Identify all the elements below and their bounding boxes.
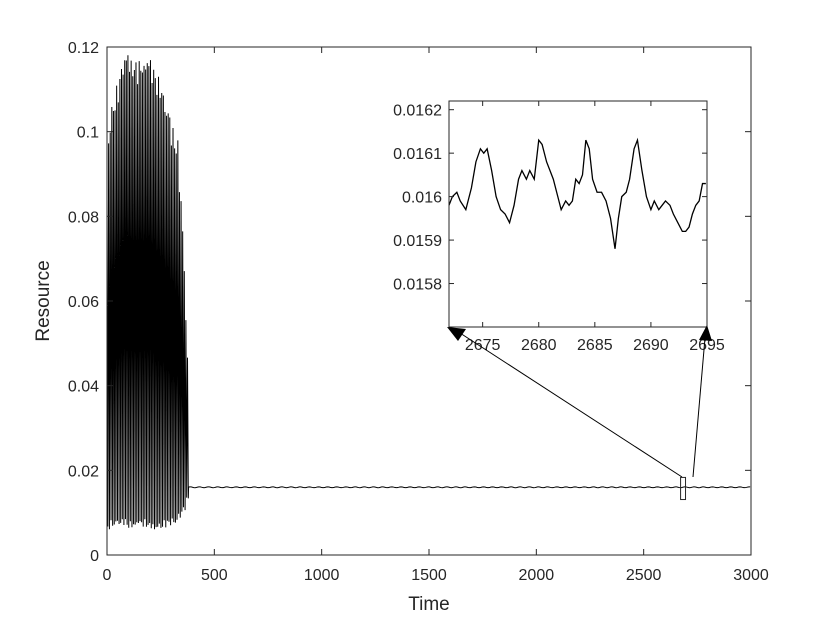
inset-y-tick-label: 0.0161 (393, 146, 442, 163)
x-tick-label: 1000 (304, 567, 340, 584)
inset-axes-frame (448, 100, 708, 328)
x-tick-label: 0 (103, 567, 112, 584)
x-tick-label: 2000 (519, 567, 555, 584)
left-arrowhead-icon (447, 327, 466, 341)
left-connector-arrow (459, 332, 683, 478)
inset-y-tick-labels: 0.0158 0.0159 0.016 0.0161 0.0162 (393, 103, 442, 294)
inset-background (449, 101, 707, 327)
inset-y-tick-label: 0.0159 (393, 233, 442, 250)
y-tick-label: 0.1 (77, 125, 99, 142)
main-series-line (106, 55, 751, 530)
inset-series-line (448, 137, 706, 249)
inset-x-tick-label: 2690 (633, 337, 669, 354)
x-tick-label: 500 (201, 567, 228, 584)
y-tick-label: 0.02 (68, 463, 99, 480)
y-tick-label: 0.06 (68, 294, 99, 311)
inset-y-tick-label: 0.0158 (393, 277, 442, 294)
main-axes: 0 500 1000 1500 2000 2500 3000 0 0.02 0.04 0.06 0.… (33, 40, 769, 615)
y-tick-label: 0 (90, 548, 99, 565)
x-tick-label: 1500 (411, 567, 447, 584)
inset-y-tick-label: 0.0162 (393, 103, 442, 120)
inset-x-tick-label: 2685 (577, 337, 613, 354)
zoom-region-box (680, 476, 687, 501)
y-axis-title: Resource (33, 260, 54, 341)
inset-axes: 2675 2680 2685 2690 2695 0.01580.01590.0160.… (393, 100, 725, 354)
right-arrowhead-icon (699, 325, 712, 341)
y-tick-label: 0.12 (68, 40, 99, 57)
main-x-tick-labels: 0 500 1000 1500 2000 2500 3000 (103, 567, 769, 584)
y-tick-label: 0.04 (68, 379, 99, 396)
zoom-connector-arrows (447, 325, 712, 478)
x-tick-label: 2500 (626, 567, 662, 584)
main-y-tick-labels: 0 0.02 0.04 0.06 0.08 0.1 0.12 (68, 40, 99, 565)
main-axes-frame (106, 46, 752, 556)
inset-x-tick-label: 2675 (465, 337, 501, 354)
x-axis-title: Time (408, 594, 450, 615)
y-tick-label: 0.08 (68, 209, 99, 226)
inset-x-tick-label: 2680 (521, 337, 557, 354)
x-tick-label: 3000 (733, 567, 769, 584)
inset-x-tick-labels: 2675 2680 2685 2690 2695 (465, 337, 725, 354)
inset-x-tick-label: 2695 (689, 337, 725, 354)
inset-y-tick-label: 0.016 (402, 190, 442, 207)
right-connector-arrow (692, 337, 706, 478)
